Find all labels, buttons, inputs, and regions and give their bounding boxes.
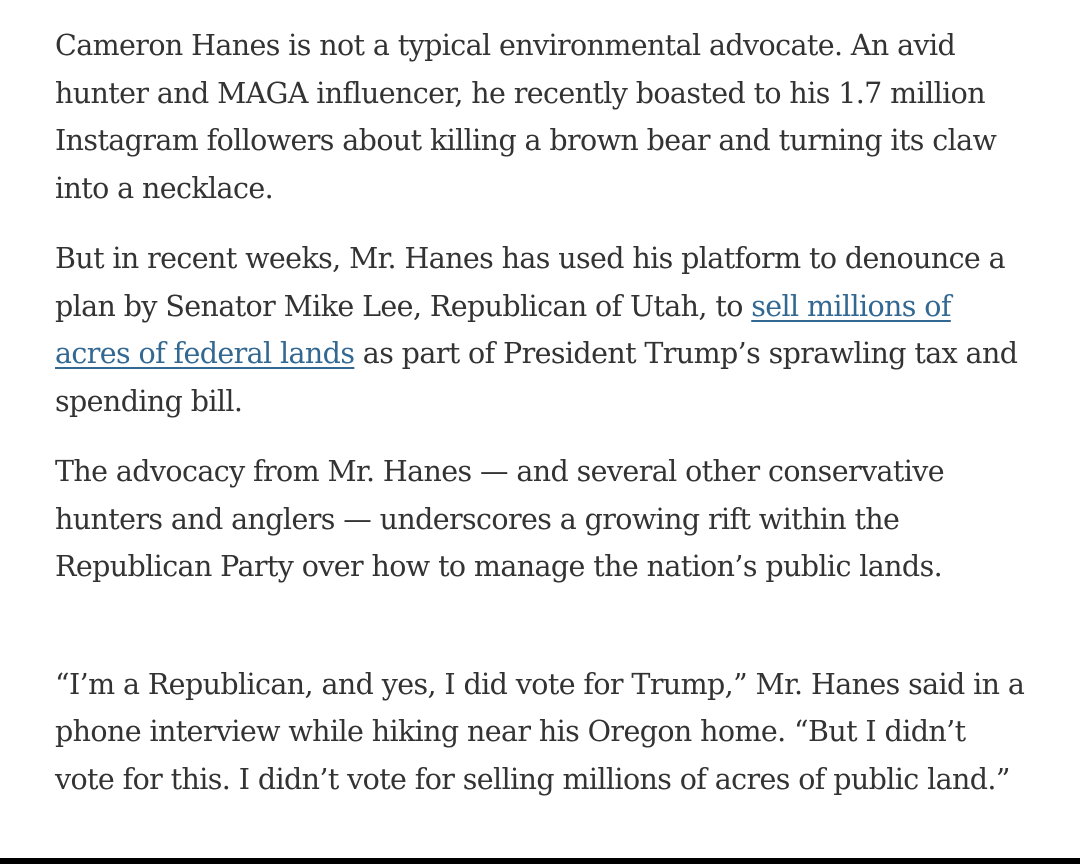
article-body: Cameron Hanes is not a typical environme… xyxy=(55,22,1025,803)
paragraph-2-text-before-link: But in recent weeks, Mr. Hanes has used … xyxy=(55,242,1006,323)
paragraph-4-quote: “I’m a Republican, and yes, I did vote f… xyxy=(55,667,1025,796)
federal-lands-link[interactable]: sell millions of acres of federal lands xyxy=(55,289,951,371)
paragraph-3: The advocacy from Mr. Hanes — and severa… xyxy=(55,455,945,583)
paragraph-1: Cameron Hanes is not a typical environme… xyxy=(55,29,997,205)
paragraph-2-text-after-link: as part of President Trump’s sprawling t… xyxy=(55,337,1018,418)
bottom-edge-bar xyxy=(0,858,1080,864)
paragraph-2: But in recent weeks, Mr. Hanes has used … xyxy=(55,235,1025,425)
